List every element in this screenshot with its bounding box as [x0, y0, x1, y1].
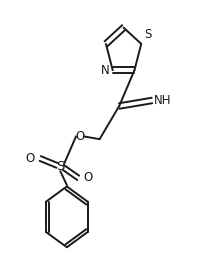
Text: S: S	[144, 28, 151, 41]
Text: O: O	[25, 152, 34, 165]
Text: NH: NH	[154, 94, 171, 107]
Text: O: O	[84, 171, 93, 184]
Text: N: N	[101, 64, 110, 77]
Text: O: O	[75, 130, 85, 143]
Text: S: S	[56, 160, 65, 173]
